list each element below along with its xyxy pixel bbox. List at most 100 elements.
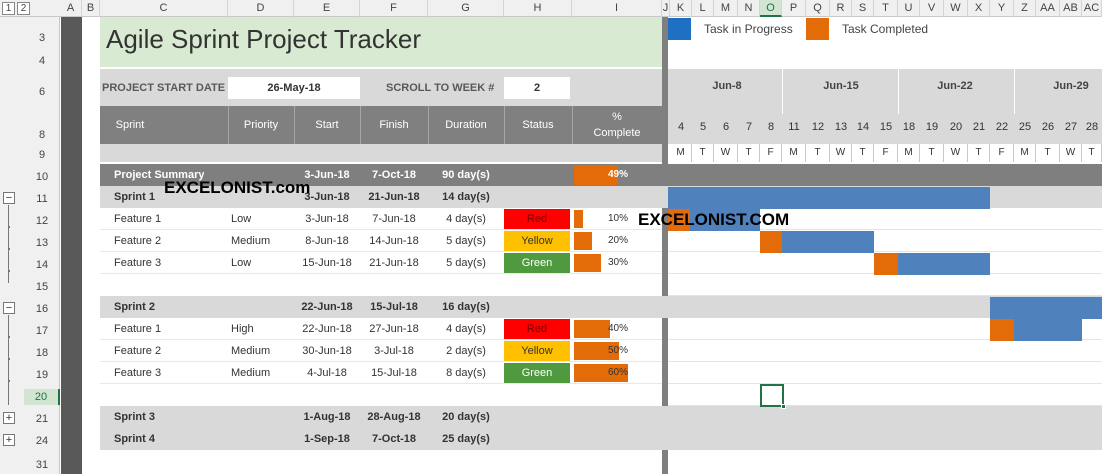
- column-header-l[interactable]: L: [692, 0, 714, 17]
- header-separator: [294, 106, 295, 144]
- column-header-z[interactable]: Z: [1014, 0, 1036, 17]
- status-badge: Red: [504, 319, 570, 339]
- row-header-6[interactable]: 6: [38, 86, 46, 98]
- fill-handle[interactable]: [781, 404, 786, 409]
- column-header-g[interactable]: G: [428, 0, 504, 17]
- row-header-17[interactable]: 17: [35, 325, 49, 337]
- gantt-day-header: [668, 116, 1102, 144]
- column-header-v[interactable]: V: [920, 0, 944, 17]
- row-header-9[interactable]: 9: [38, 149, 46, 161]
- feature-finish: 7-Jun-18: [372, 213, 416, 225]
- column-header-e[interactable]: E: [294, 0, 360, 17]
- row-header-21[interactable]: 21: [35, 413, 49, 425]
- column-header-j[interactable]: J: [662, 0, 670, 17]
- column-header-d[interactable]: D: [228, 0, 294, 17]
- column-header-c[interactable]: C: [100, 0, 228, 17]
- column-header-u[interactable]: U: [898, 0, 920, 17]
- column-header-ab[interactable]: AB: [1060, 0, 1082, 17]
- sprint-finish: 15-Jul-18: [370, 301, 418, 313]
- column-header-x[interactable]: X: [968, 0, 990, 17]
- row-header-4[interactable]: 4: [38, 55, 46, 67]
- gantt-weekday-letter: W: [1060, 144, 1082, 162]
- column-header-m[interactable]: M: [714, 0, 738, 17]
- column-header-a[interactable]: A: [60, 0, 82, 17]
- row-header-31[interactable]: 31: [35, 459, 49, 471]
- feature-duration: 4 day(s): [446, 213, 486, 225]
- row-header-11[interactable]: 11: [36, 193, 48, 205]
- header-priority: Priority: [243, 119, 279, 131]
- outline-level-1-button[interactable]: 1: [2, 2, 15, 15]
- outline-level-2-button[interactable]: 2: [17, 2, 30, 15]
- start-date-input[interactable]: 26-May-18: [228, 77, 360, 99]
- header-separator: [428, 106, 429, 144]
- feature-duration: 8 day(s): [446, 367, 486, 379]
- gantt-sprint-2-feature-1-progress-bar: [1014, 319, 1082, 341]
- row-header-14[interactable]: 14: [35, 259, 49, 271]
- row-divider: [100, 273, 662, 274]
- legend-completed-label: Task Completed: [842, 22, 929, 36]
- row-divider: [100, 339, 662, 340]
- gantt-sprint-2-feature-1-completed-bar: [990, 319, 1014, 341]
- sprint-duration: 16 day(s): [442, 301, 490, 313]
- column-header-i[interactable]: I: [572, 0, 662, 17]
- row-header-16[interactable]: 16: [35, 303, 49, 315]
- feature-name: Feature 1: [114, 323, 162, 335]
- expand-sprint-4-button[interactable]: +: [3, 434, 15, 446]
- gantt-day-number: 5: [699, 121, 707, 133]
- row-header-10[interactable]: 10: [35, 171, 49, 183]
- outline-line: [8, 205, 9, 283]
- feature-start: 22-Jun-18: [302, 323, 352, 335]
- column-header-ac[interactable]: AC: [1082, 0, 1102, 17]
- gantt-summary-band: [668, 164, 1102, 186]
- column-header-f[interactable]: F: [360, 0, 428, 17]
- column-header-bar: 1 2 A B C D E F G H I J K L M N O P Q R S T U V W X Y Z AA AB AC: [0, 0, 1102, 17]
- gantt-day-number: 25: [1018, 121, 1032, 133]
- row-header-20[interactable]: 20: [24, 389, 60, 405]
- feature-finish: 21-Jun-18: [369, 257, 419, 269]
- watermark-text: EXCELONIST.com: [164, 178, 311, 197]
- gantt-weekday-letter: M: [898, 144, 920, 162]
- expand-sprint-3-button[interactable]: +: [3, 412, 15, 424]
- gantt-day-number: 20: [949, 121, 963, 133]
- summary-pct-bar: [574, 165, 618, 185]
- feature-priority: Medium: [231, 367, 271, 379]
- collapse-sprint-1-button[interactable]: −: [3, 192, 15, 204]
- pct-complete-label: 30%: [607, 257, 628, 268]
- column-header-o[interactable]: O: [760, 0, 782, 17]
- pct-complete-bar: [574, 342, 619, 360]
- column-header-b[interactable]: B: [82, 0, 100, 17]
- row-divider: [100, 383, 662, 384]
- column-header-q[interactable]: Q: [806, 0, 830, 17]
- selected-cell[interactable]: [760, 384, 784, 407]
- row-header-bar: 3 4 6 8 9 10 11 12 13 14 15 16 17 18 19 20 21 24 31 − − + …: [0, 17, 60, 474]
- column-header-k[interactable]: K: [670, 0, 692, 17]
- row-header-19[interactable]: 19: [35, 369, 49, 381]
- column-header-p[interactable]: P: [782, 0, 806, 17]
- column-header-t[interactable]: T: [874, 0, 898, 17]
- collapse-sprint-2-button[interactable]: −: [3, 302, 15, 314]
- row-header-15[interactable]: 15: [35, 281, 49, 293]
- column-header-n[interactable]: N: [738, 0, 760, 17]
- sprint-finish: 28-Aug-18: [367, 411, 421, 423]
- column-a-fill: [61, 17, 82, 474]
- column-header-w[interactable]: W: [944, 0, 968, 17]
- feature-priority: Low: [231, 213, 252, 225]
- row-header-18[interactable]: 18: [35, 347, 49, 359]
- scroll-week-input[interactable]: 2: [504, 77, 570, 99]
- row-header-3[interactable]: 3: [38, 32, 46, 44]
- gantt-day-number: 28: [1085, 121, 1099, 133]
- column-header-s[interactable]: S: [852, 0, 874, 17]
- row-header-12[interactable]: 12: [35, 215, 49, 227]
- sprint-name: Sprint 2: [114, 301, 155, 313]
- column-header-h[interactable]: H: [504, 0, 572, 17]
- column-header-r[interactable]: R: [830, 0, 852, 17]
- column-header-y[interactable]: Y: [990, 0, 1014, 17]
- gantt-day-number: 27: [1064, 121, 1078, 133]
- row-header-24[interactable]: 24: [35, 435, 49, 447]
- column-header-aa[interactable]: AA: [1036, 0, 1060, 17]
- gantt-weekday-letter: F: [760, 144, 782, 162]
- gantt-separator: [662, 17, 668, 474]
- row-header-13[interactable]: 13: [35, 237, 49, 249]
- gantt-weekday-letter: W: [714, 144, 738, 162]
- row-header-8[interactable]: 8: [38, 129, 46, 141]
